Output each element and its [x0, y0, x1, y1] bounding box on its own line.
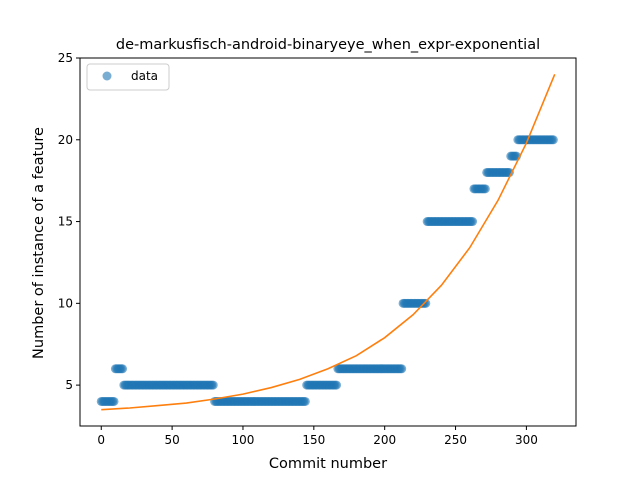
data-point: [118, 364, 128, 374]
x-tick-label: 0: [97, 433, 105, 447]
y-tick-label: 5: [65, 378, 73, 392]
x-tick-label: 100: [232, 433, 255, 447]
data-point: [548, 135, 558, 145]
legend-entry-data: data: [131, 69, 158, 83]
y-tick-label: 20: [58, 133, 73, 147]
y-axis-label: Number of instance of a feature: [31, 127, 47, 359]
data-point: [468, 217, 478, 227]
y-axis: 5 10 15 20 25: [58, 51, 80, 392]
chart-title: de-markusfisch-android-binaryeye_when_ex…: [116, 37, 540, 53]
data-point: [504, 167, 514, 177]
x-axis: 0 50 100 150 200 250 300: [97, 426, 538, 447]
data-point: [300, 396, 310, 406]
data-point: [109, 396, 119, 406]
x-tick-label: 250: [444, 433, 467, 447]
y-tick-label: 15: [58, 215, 73, 229]
legend-box: [86, 63, 170, 91]
x-axis-label: Commit number: [269, 456, 387, 472]
legend: data: [86, 63, 170, 91]
data-point: [421, 298, 431, 308]
x-tick-label: 150: [302, 433, 325, 447]
x-tick-label: 200: [373, 433, 396, 447]
plot-area: [96, 74, 558, 411]
fit-line: [101, 74, 556, 411]
axes-frame: [79, 57, 577, 427]
data-point: [480, 184, 490, 194]
data-point: [208, 380, 218, 390]
y-tick-label: 25: [58, 51, 73, 65]
data-point: [332, 380, 342, 390]
x-tick-label: 300: [515, 433, 538, 447]
legend-marker: [102, 71, 112, 81]
y-tick-label: 10: [58, 296, 73, 310]
x-tick-label: 50: [164, 433, 179, 447]
data-point: [397, 364, 407, 374]
